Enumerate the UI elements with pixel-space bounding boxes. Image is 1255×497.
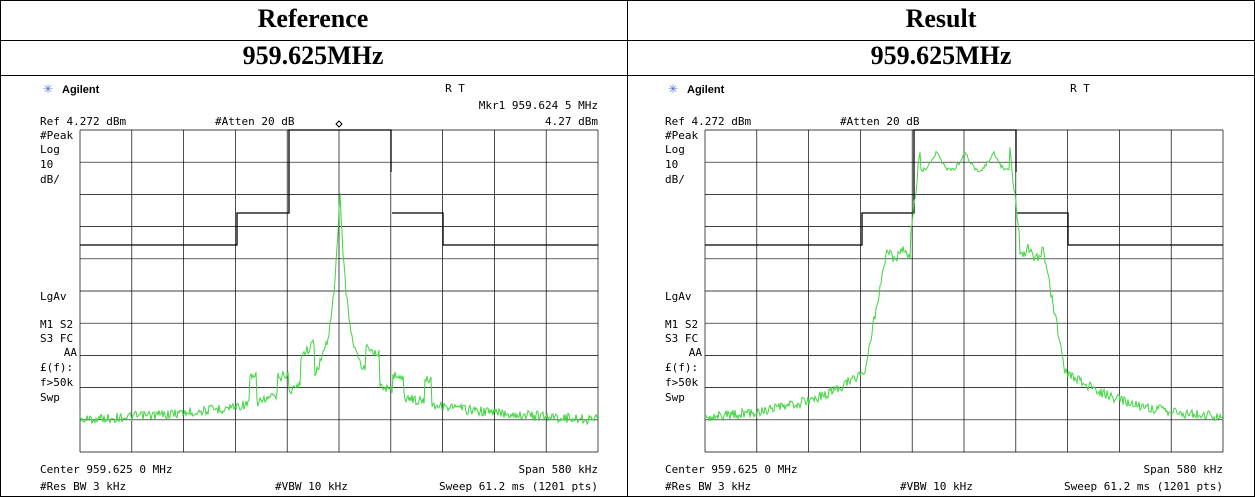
side-label: M1 S2 <box>665 318 698 331</box>
spectrum-trace <box>79 192 599 426</box>
video-bandwidth: #VBW 10 kHz <box>275 480 348 493</box>
side-label: Log <box>665 143 685 156</box>
status-label: R T <box>1070 82 1090 95</box>
status-label: R T <box>445 82 465 95</box>
brand-label: Agilent <box>62 84 100 96</box>
side-label: S3 FC <box>40 332 73 345</box>
side-label: f>50k <box>40 376 73 389</box>
side-label: Swp <box>665 391 685 404</box>
column-header: Result <box>906 4 977 33</box>
attenuation: #Atten 20 dB <box>215 115 295 128</box>
side-label: S3 FC <box>665 332 698 345</box>
side-label: AA <box>64 346 78 359</box>
center-frequency: Center 959.625 0 MHz <box>665 463 797 476</box>
graticule <box>704 129 1224 453</box>
analyzer-screen: ✳ Agilent R T Mkr1 959.624 5 MHz Ref 4.272 d… <box>40 82 598 493</box>
side-label: dB/ <box>40 173 60 186</box>
sweep-time: Sweep 61.2 ms (1201 pts) <box>439 480 598 493</box>
span: Span 580 kHz <box>1144 463 1223 476</box>
graticule <box>79 129 599 453</box>
limit-mask <box>705 129 1223 246</box>
side-label: #Peak <box>665 129 698 142</box>
sweep-time: Sweep 61.2 ms (1201 pts) <box>1064 480 1223 493</box>
reference-level: Ref 4.272 dBm <box>665 115 751 128</box>
brand-label: Agilent <box>687 84 725 96</box>
video-bandwidth: #VBW 10 kHz <box>900 480 973 493</box>
side-label: 10 <box>665 158 678 171</box>
center-frequency: Center 959.625 0 MHz <box>40 463 172 476</box>
side-label: Swp <box>40 391 60 404</box>
side-label: Log <box>40 143 60 156</box>
marker-level: 4.27 dBm <box>545 115 598 128</box>
frequency-label: 959.625MHz <box>871 41 1012 70</box>
star-icon: ✳ <box>43 82 53 96</box>
resolution-bandwidth: #Res BW 3 kHz <box>665 480 751 493</box>
resolution-bandwidth: #Res BW 3 kHz <box>40 480 126 493</box>
side-label: AA <box>689 346 703 359</box>
column-header: Reference <box>258 4 369 33</box>
side-label: #Peak <box>40 129 73 142</box>
spectrum-trace <box>704 147 1224 423</box>
side-label: LgAv <box>40 290 67 303</box>
side-label: £(f): <box>665 361 698 374</box>
analyzer-screen: ✳ Agilent R T Ref 4.272 dBm #Atten 20 dB #Pea… <box>665 82 1224 493</box>
star-icon: ✳ <box>668 82 678 96</box>
side-label: f>50k <box>665 376 698 389</box>
side-label: dB/ <box>665 173 685 186</box>
span: Span 580 kHz <box>519 463 598 476</box>
limit-mask <box>80 129 598 246</box>
side-label: M1 S2 <box>40 318 73 331</box>
reference-level: Ref 4.272 dBm <box>40 115 126 128</box>
frequency-label: 959.625MHz <box>243 41 384 70</box>
attenuation: #Atten 20 dB <box>840 115 920 128</box>
side-label: 10 <box>40 158 53 171</box>
panels: ✳ Agilent R T Mkr1 959.624 5 MHz Ref 4.272 d… <box>40 82 1224 493</box>
side-label: LgAv <box>665 290 692 303</box>
marker-readout: Mkr1 959.624 5 MHz <box>479 99 598 112</box>
side-label: £(f): <box>40 361 73 374</box>
marker-diamond <box>335 120 343 128</box>
